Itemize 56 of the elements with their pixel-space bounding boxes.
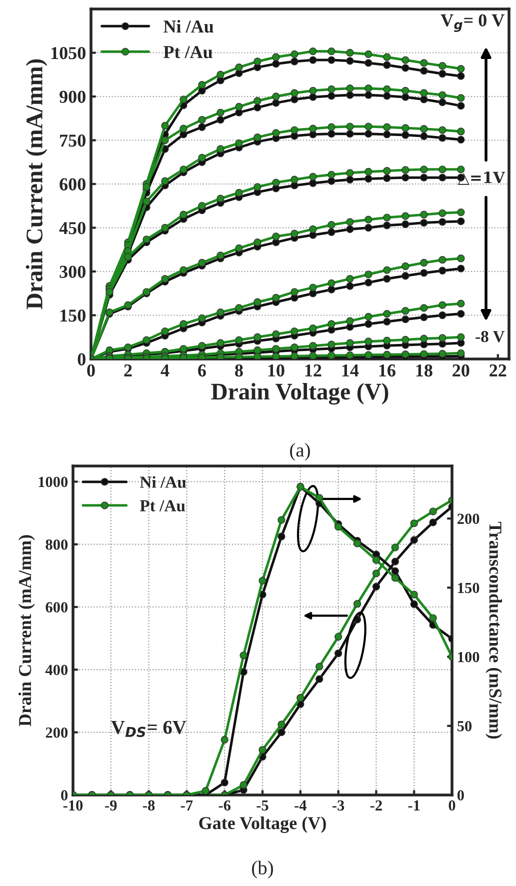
x-axis-title: Gate Voltage (V) [199, 816, 326, 834]
y-tick-label: 800 [46, 539, 68, 550]
annotation: V$_{DS}$= 6V [111, 720, 186, 738]
y-tick-label: 750 [60, 134, 86, 147]
y-tick-label: 200 [46, 727, 68, 738]
x-tick-label: 16 [379, 364, 396, 377]
y-axis-title: Drain Current (mA/mm) [18, 535, 35, 726]
x-tick-label: -1 [408, 800, 420, 810]
x-tick-label: 10 [268, 364, 284, 377]
y2-tick-label: 50 [457, 721, 472, 732]
annotation: -8 V [476, 330, 505, 342]
x-tick-label: 18 [416, 364, 432, 377]
legend-label: Ni /Au [140, 476, 186, 488]
x-tick-label: 12 [305, 364, 322, 376]
y-tick-label: 600 [46, 602, 68, 612]
y-tick-label: 900 [60, 90, 86, 103]
x-tick-label: -7 [180, 800, 193, 810]
y2-axis-title: Transconductance (mS/mm) [486, 522, 502, 739]
y-tick-label: 300 [60, 266, 86, 278]
y2-tick-label: 150 [458, 582, 480, 594]
legend-label: Ni /Au [164, 20, 214, 33]
y2-tick-label: 100 [458, 652, 480, 662]
x-tick-label: -9 [105, 800, 117, 811]
y-tick-label: 400 [45, 664, 68, 676]
x-tick-label: 6 [198, 364, 206, 377]
text: (a) [290, 443, 310, 461]
x-tick-label: -5 [256, 800, 268, 811]
y-tick-label: 600 [60, 178, 86, 190]
y-tick-label: 450 [59, 222, 86, 234]
x-tick-label: -10 [63, 800, 83, 811]
x-tick-label: -3 [332, 800, 344, 811]
text: (b) [252, 860, 273, 878]
x-tick-label: -6 [218, 800, 231, 811]
x-tick-label: 14 [342, 364, 359, 376]
x-tick-label: 22 [490, 364, 506, 376]
x-tick-label: 8 [235, 364, 243, 377]
legend-label: Pt /Au [140, 500, 186, 512]
x-tick-label: -4 [294, 800, 306, 810]
x-tick-label: 4 [160, 364, 170, 376]
y-tick-label: 0 [78, 353, 86, 366]
x-tick-label: 0 [448, 800, 456, 811]
x-tick-label: -8 [142, 800, 155, 811]
y2-tick-label: 200 [458, 514, 480, 524]
y-tick-label: 1050 [51, 47, 86, 60]
x-tick-label: -2 [370, 800, 382, 810]
legend-label: Pt /Au [164, 46, 212, 58]
y-tick-label: 1000 [38, 476, 68, 488]
x-tick-label: 0 [87, 364, 95, 377]
annotation: V$_{g}$= 0 V [440, 14, 504, 32]
y-tick-label: 0 [61, 790, 68, 800]
x-axis-title: Drain Voltage (V) [211, 383, 388, 405]
y-axis-title: Drain Current (mA/mm) [26, 59, 48, 310]
x-tick-label: 2 [124, 364, 132, 376]
x-tick-label: 20 [452, 364, 470, 377]
y2-tick-label: 0 [457, 790, 464, 800]
y-tick-label: 150 [60, 310, 86, 322]
